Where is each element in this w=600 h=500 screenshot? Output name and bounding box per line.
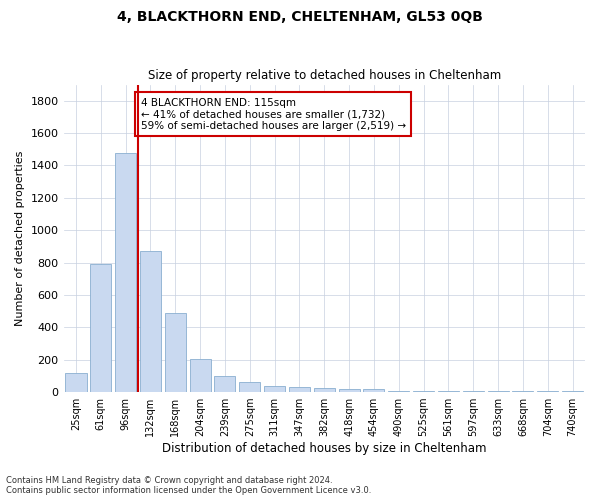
Bar — [190, 359, 211, 392]
Bar — [165, 313, 186, 392]
Bar — [214, 376, 235, 392]
Bar — [364, 389, 385, 392]
Y-axis label: Number of detached properties: Number of detached properties — [15, 150, 25, 326]
Bar — [239, 382, 260, 392]
Bar — [338, 389, 359, 392]
Bar — [264, 386, 285, 392]
Bar — [314, 388, 335, 392]
Text: 4, BLACKTHORN END, CHELTENHAM, GL53 0QB: 4, BLACKTHORN END, CHELTENHAM, GL53 0QB — [117, 10, 483, 24]
Bar — [289, 387, 310, 392]
Bar — [90, 264, 112, 392]
Bar — [65, 374, 86, 392]
Bar — [115, 152, 136, 392]
Title: Size of property relative to detached houses in Cheltenham: Size of property relative to detached ho… — [148, 69, 501, 82]
Text: Contains HM Land Registry data © Crown copyright and database right 2024.
Contai: Contains HM Land Registry data © Crown c… — [6, 476, 371, 495]
Text: 4 BLACKTHORN END: 115sqm
← 41% of detached houses are smaller (1,732)
59% of sem: 4 BLACKTHORN END: 115sqm ← 41% of detach… — [140, 98, 406, 130]
Bar — [140, 252, 161, 392]
X-axis label: Distribution of detached houses by size in Cheltenham: Distribution of detached houses by size … — [162, 442, 487, 455]
